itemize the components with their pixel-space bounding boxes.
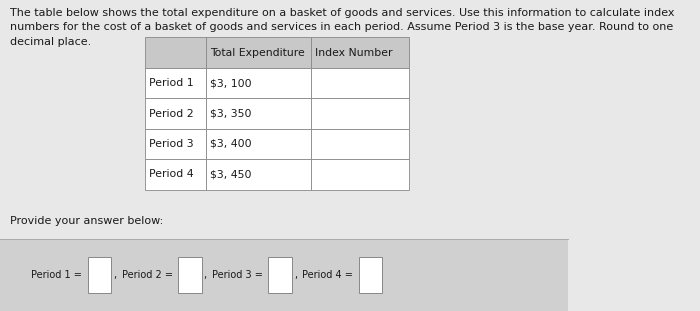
Bar [206, 98, 312, 129]
Bar [312, 37, 409, 68]
Text: $3, 400: $3, 400 [210, 139, 251, 149]
Text: $3, 350: $3, 350 [210, 109, 251, 118]
Bar [145, 37, 206, 68]
Bar [206, 159, 312, 190]
Text: Period 1 =: Period 1 = [32, 270, 82, 280]
Text: Provide your answer below:: Provide your answer below: [10, 216, 164, 226]
Text: ,: , [204, 270, 206, 280]
Text: The table below shows the total expenditure on a basket of goods and services. U: The table below shows the total expendit… [10, 8, 675, 47]
Bar [88, 258, 111, 293]
Bar [312, 159, 409, 190]
Bar [145, 129, 206, 159]
Text: Period 1: Period 1 [149, 78, 193, 88]
Bar [312, 68, 409, 98]
Bar [145, 68, 206, 98]
Text: Period 2: Period 2 [149, 109, 193, 118]
Text: Period 4 =: Period 4 = [302, 270, 354, 280]
Text: Period 4: Period 4 [149, 169, 193, 179]
Text: $3, 100: $3, 100 [210, 78, 251, 88]
Bar [206, 68, 312, 98]
Text: Total Expenditure: Total Expenditure [210, 48, 304, 58]
Text: Period 3 =: Period 3 = [212, 270, 262, 280]
Text: Index Number: Index Number [315, 48, 393, 58]
Text: $3, 450: $3, 450 [210, 169, 251, 179]
Bar [206, 37, 312, 68]
Bar [178, 258, 202, 293]
Bar [312, 98, 409, 129]
Bar [268, 258, 292, 293]
Bar [145, 98, 206, 129]
Bar [0, 239, 568, 311]
Text: ,: , [113, 270, 116, 280]
Bar [145, 159, 206, 190]
Bar [206, 129, 312, 159]
Text: Period 2 =: Period 2 = [122, 270, 173, 280]
Bar [358, 258, 382, 293]
Text: ,: , [294, 270, 297, 280]
Text: Period 3: Period 3 [149, 139, 193, 149]
Bar [312, 129, 409, 159]
